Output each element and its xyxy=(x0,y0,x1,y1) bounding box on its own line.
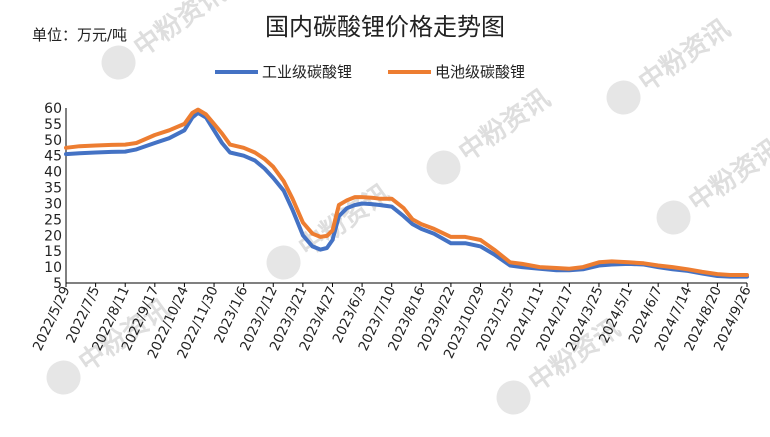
unit-label: 单位：万元/吨 xyxy=(32,26,127,44)
y-tick-label: 30 xyxy=(44,196,62,212)
watermark: 中粉资讯 xyxy=(606,14,736,115)
y-tick-label: 20 xyxy=(44,228,62,244)
watermark: 中粉资讯 xyxy=(656,134,770,235)
legend: 工业级碳酸锂 电池级碳酸锂 xyxy=(215,63,525,81)
y-tick-label: 50 xyxy=(44,133,62,149)
y-tick-label: 60 xyxy=(44,101,62,117)
y-tick-label: 40 xyxy=(44,165,62,181)
watermark: 中粉资讯 xyxy=(426,84,556,185)
watermark-logo-icon xyxy=(656,200,691,235)
y-tick-label: 45 xyxy=(44,149,62,165)
watermark-logo-icon xyxy=(496,380,531,415)
series-line-battery xyxy=(64,107,749,277)
watermark-text: 中粉资讯 xyxy=(294,179,396,263)
x-tick-label: 2022/5/29 xyxy=(30,284,74,354)
legend-label-battery: 电池级碳酸锂 xyxy=(435,63,525,81)
watermark-logo-icon xyxy=(426,150,461,185)
watermark-text: 中粉资讯 xyxy=(129,0,231,63)
watermark-logo-icon xyxy=(101,45,136,80)
y-tick-label: 15 xyxy=(44,244,62,260)
watermark: 中粉资讯 xyxy=(266,179,396,280)
watermark-text: 中粉资讯 xyxy=(454,84,556,168)
series-lines xyxy=(64,107,749,279)
y-tick-label: 10 xyxy=(44,260,62,276)
y-tick-label: 25 xyxy=(44,212,62,228)
watermark-text: 中粉资讯 xyxy=(634,14,736,98)
watermark-logo-icon xyxy=(46,360,81,395)
watermark-logo-icon xyxy=(606,80,641,115)
y-tick-label: 35 xyxy=(44,181,62,197)
chart-title: 国内碳酸锂价格走势图 xyxy=(265,13,505,41)
watermark-logo-icon xyxy=(266,245,301,280)
y-tick-label: 55 xyxy=(44,117,62,133)
legend-label-industrial: 工业级碳酸锂 xyxy=(262,63,352,81)
x-tick-labels: 2022/5/292022/7/52022/8/112022/9/172022/… xyxy=(30,283,755,361)
series-line-industrial xyxy=(64,110,749,279)
watermark-text: 中粉资讯 xyxy=(684,134,770,218)
y-tick-label: 5 xyxy=(53,276,62,292)
